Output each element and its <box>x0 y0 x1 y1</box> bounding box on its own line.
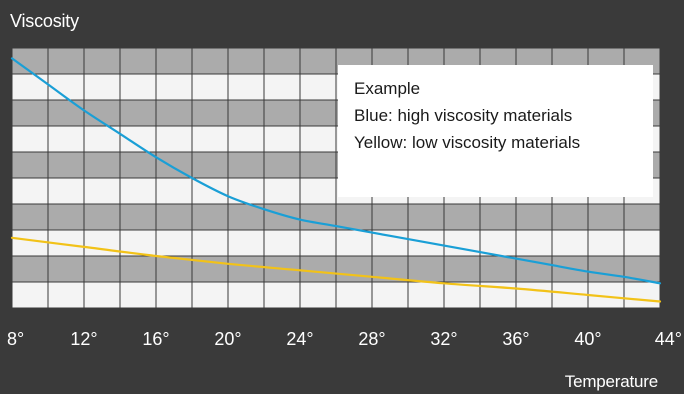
x-tick-label: 20° <box>214 329 241 349</box>
x-tick-label: 32° <box>430 329 457 349</box>
series-line-yellow <box>10 236 662 303</box>
x-tick-label: 44° <box>655 329 682 349</box>
x-tick-label: 40° <box>574 329 601 349</box>
legend-title: Example <box>354 79 421 98</box>
legend-entry-blue: Blue: high viscosity materials <box>354 106 573 125</box>
x-tick-label: 12° <box>70 329 97 349</box>
x-tick-label: 24° <box>286 329 313 349</box>
x-tick-label: 16° <box>142 329 169 349</box>
x-axis-title: Temperature <box>564 372 658 391</box>
series-layer <box>10 57 662 303</box>
legend: Example Blue: high viscosity materials Y… <box>338 65 653 197</box>
x-tick-label: 36° <box>502 329 529 349</box>
y-axis-title: Viscosity <box>10 11 79 31</box>
legend-entry-yellow: Yellow: low viscosity materials <box>354 133 581 152</box>
x-tick-label: 8° <box>7 329 24 349</box>
x-tick-labels: 8° 12° 16° 20° 24° 28° 32° 36° 40° 44° <box>7 329 682 349</box>
x-tick-label: 28° <box>358 329 385 349</box>
series-line-blue <box>10 57 662 285</box>
